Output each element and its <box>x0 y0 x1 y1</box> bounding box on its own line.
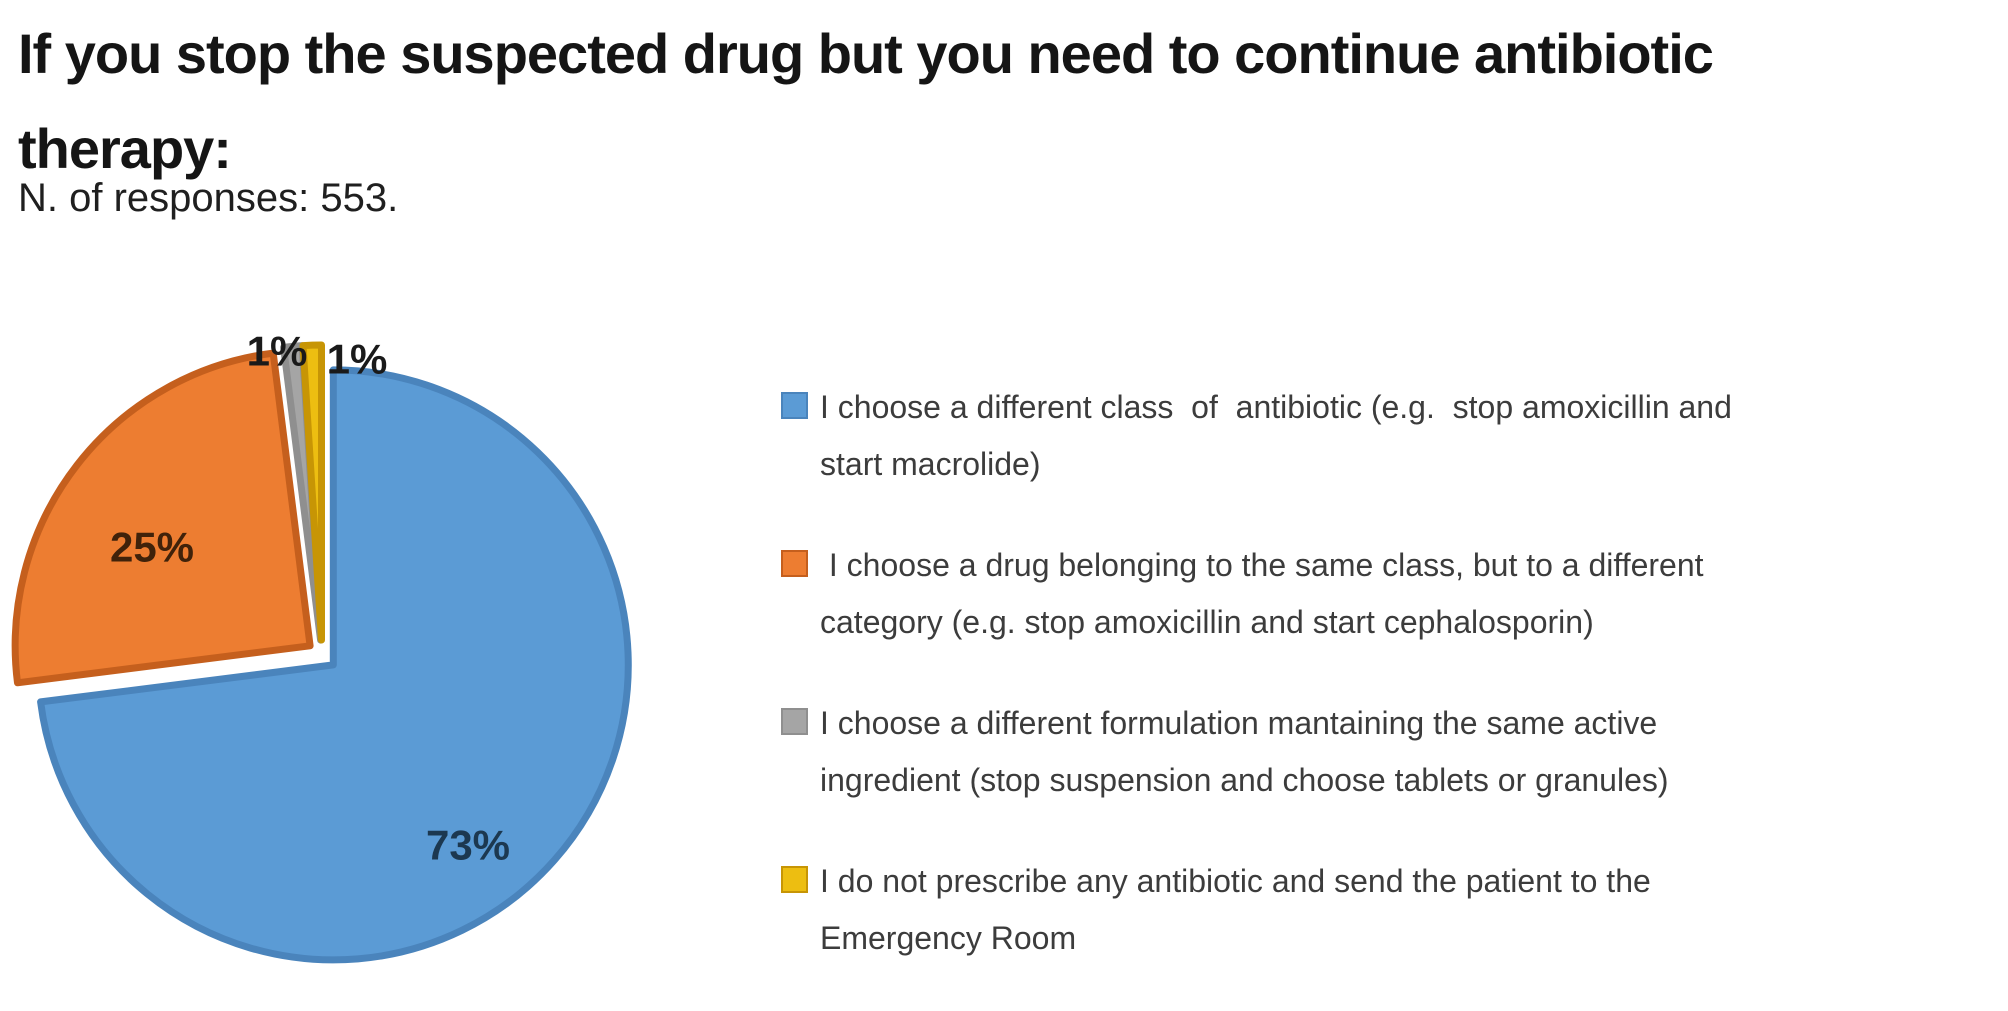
chart-title-line2: therapy: <box>18 117 232 180</box>
legend-label-line: ingredient (stop suspension and choose t… <box>820 762 1669 798</box>
legend-item-3: I do not prescribe any antibiotic and se… <box>781 853 1732 967</box>
legend-label-line: I choose a different class of antibiotic… <box>820 389 1732 425</box>
chart-title-line1: If you stop the suspected drug but you n… <box>18 22 1714 85</box>
pie-data-label-3: 1% <box>327 336 388 383</box>
legend: I choose a different class of antibiotic… <box>781 379 1732 1011</box>
legend-swatch-icon <box>781 866 808 893</box>
legend-item-2: I choose a different formulation mantain… <box>781 695 1732 809</box>
legend-label-line: I choose a drug belonging to the same cl… <box>820 547 1704 583</box>
legend-label: I choose a different formulation mantain… <box>820 695 1669 809</box>
pie-chart: 73% 25% 1% 1% <box>11 328 632 964</box>
legend-label-line: start macrolide) <box>820 446 1041 482</box>
n-responses-note: N. of responses: 553. <box>18 176 399 220</box>
figure-page: If you stop the suspected drug but you n… <box>0 6 1732 977</box>
pie-chart-area: 73% 25% 1% 1% <box>0 267 660 977</box>
pie-data-label-0: 73% <box>426 822 510 869</box>
pie-slice-0 <box>37 366 632 964</box>
chart-title: If you stop the suspected drug but you n… <box>18 6 1714 196</box>
pie-slice-1 <box>11 349 314 687</box>
legend-swatch-icon <box>781 550 808 577</box>
legend-swatch-icon <box>781 392 808 419</box>
legend-label-line: Emergency Room <box>820 920 1077 956</box>
legend-label: I choose a different class of antibiotic… <box>820 379 1732 493</box>
legend-item-1: I choose a drug belonging to the same cl… <box>781 537 1732 651</box>
legend-swatch-icon <box>781 708 808 735</box>
legend-label: I choose a drug belonging to the same cl… <box>820 537 1704 651</box>
legend-label-line: category (e.g. stop amoxicillin and star… <box>820 604 1594 640</box>
legend-label: I do not prescribe any antibiotic and se… <box>820 853 1651 967</box>
pie-data-label-2: 1% <box>247 328 308 375</box>
pie-slice-3 <box>299 341 325 644</box>
legend-label-line: I do not prescribe any antibiotic and se… <box>820 863 1651 899</box>
pie-data-label-1: 25% <box>110 524 194 571</box>
legend-item-0: I choose a different class of antibiotic… <box>781 379 1732 493</box>
legend-label-line: I choose a different formulation mantain… <box>820 705 1658 741</box>
